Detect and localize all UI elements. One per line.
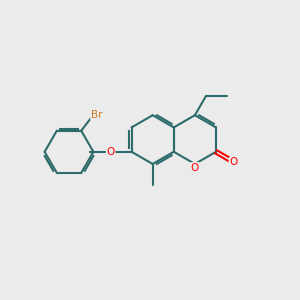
Text: O: O [229,158,237,167]
Text: O: O [107,147,115,157]
Text: O: O [191,163,199,172]
Text: Br: Br [91,110,102,120]
